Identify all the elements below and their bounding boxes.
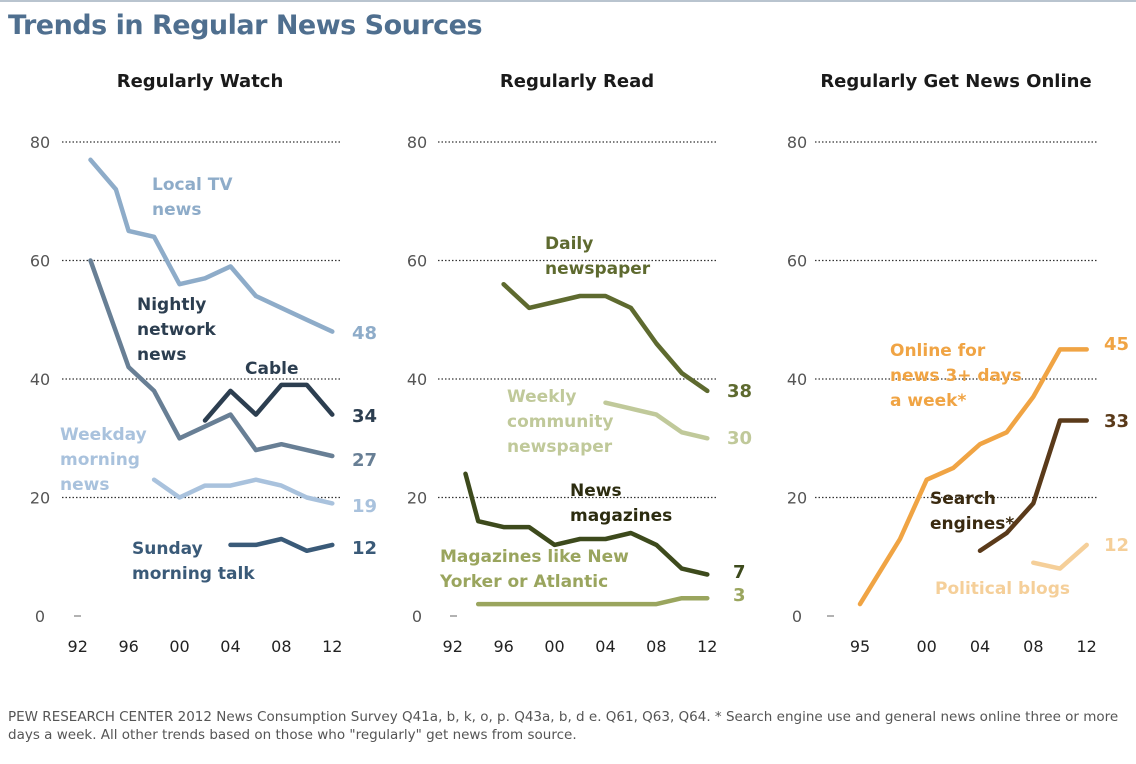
panel-title-watch: Regularly Watch	[116, 71, 284, 92]
series-label-0-3-1: morning	[60, 450, 140, 470]
panel-title-online: Regularly Get News Online	[820, 71, 1092, 92]
top-rule	[0, 0, 1136, 2]
series-label-1-1-0: Weekly	[507, 387, 576, 407]
end-label-0-3: 19	[352, 496, 377, 517]
end-label-2-2: 12	[1104, 535, 1129, 556]
series-line-0-1	[88, 258, 335, 459]
end-label-1-0: 38	[727, 381, 752, 402]
y-tick-label-1-4: 80	[407, 133, 427, 152]
series-label-1-2-0: News	[570, 481, 622, 501]
series-label-1-0-0: Daily	[545, 234, 593, 254]
y-tick-label-0-4: 80	[30, 133, 50, 152]
series-label-0-3-0: Weekday	[60, 425, 147, 445]
series-label-0-4-0: Sunday	[132, 539, 203, 559]
x-tick-label-2-4: 12	[1076, 637, 1096, 656]
end-label-1-2: 7	[733, 562, 746, 583]
series-label-1-1-2: newspaper	[507, 437, 613, 457]
end-label-2-0: 45	[1104, 334, 1129, 355]
x-tick-label-1-3: 04	[595, 637, 615, 656]
y-tick-label-2-3: 60	[787, 252, 807, 271]
x-tick-label-1-2: 00	[544, 637, 564, 656]
x-tick-label-1-5: 12	[697, 637, 717, 656]
x-tick-label-1-1: 96	[493, 637, 513, 656]
y-tick-label-2-0: 0	[792, 607, 802, 626]
series-line-0-4	[228, 536, 335, 554]
series-label-0-0-1: news	[152, 200, 201, 220]
end-label-0-1: 27	[352, 450, 377, 471]
series-label-0-4-1: morning talk	[132, 564, 255, 584]
x-tick-label-2-3: 08	[1023, 637, 1043, 656]
series-label-0-1-1: network	[137, 320, 217, 340]
series-label-2-0-0: Online for	[890, 341, 986, 361]
series-label-0-1-2: news	[137, 345, 186, 365]
y-tick-label-1-0: 0	[412, 607, 422, 626]
x-tick-label-0-4: 08	[271, 637, 291, 656]
series-label-1-0-1: newspaper	[545, 259, 651, 279]
series-label-0-0-0: Local TV	[152, 175, 233, 195]
x-tick-label-0-1: 96	[118, 637, 138, 656]
end-label-2-1: 33	[1104, 411, 1129, 432]
series-label-1-3-0: Magazines like New	[440, 547, 629, 567]
series-label-2-0-2: a week*	[890, 391, 966, 411]
end-label-0-0: 48	[352, 323, 377, 344]
y-tick-label-2-2: 40	[787, 370, 807, 389]
y-tick-label-1-1: 20	[407, 489, 427, 508]
y-tick-label-0-1: 20	[30, 489, 50, 508]
series-label-1-2-1: magazines	[570, 506, 672, 526]
x-tick-label-0-0: 92	[68, 637, 88, 656]
series-line-2-1	[977, 418, 1089, 554]
end-label-0-2: 34	[352, 406, 377, 427]
y-tick-label-1-3: 60	[407, 252, 427, 271]
series-label-2-1-0: Search	[930, 489, 996, 509]
series-line-1-3	[475, 595, 710, 607]
series-line-1-2	[463, 471, 710, 577]
series-line-2-0	[857, 347, 1089, 607]
footnote: PEW RESEARCH CENTER 2012 News Consumptio…	[8, 709, 1119, 743]
series-label-2-1-1: engines*	[930, 514, 1014, 534]
y-tick-label-2-1: 20	[787, 489, 807, 508]
series-label-2-0-1: news 3+ days	[890, 366, 1022, 386]
x-tick-label-2-1: 00	[916, 637, 936, 656]
series-line-0-0	[88, 157, 335, 334]
series-label-1-1-1: community	[507, 412, 613, 432]
series-label-0-2-0: Cable	[245, 359, 298, 379]
x-tick-label-0-3: 04	[220, 637, 240, 656]
end-label-0-4: 12	[352, 538, 377, 559]
x-tick-label-1-4: 08	[646, 637, 666, 656]
end-label-1-3: 3	[733, 585, 746, 606]
end-label-1-1: 30	[727, 428, 752, 449]
y-tick-label-2-4: 80	[787, 133, 807, 152]
y-tick-label-0-3: 60	[30, 252, 50, 271]
x-tick-label-0-5: 12	[322, 637, 342, 656]
y-tick-label-0-0: 0	[35, 607, 45, 626]
series-line-0-3	[151, 477, 335, 506]
series-label-0-3-2: news	[60, 475, 109, 495]
series-line-0-2	[202, 382, 335, 423]
series-label-2-2-0: Political blogs	[935, 579, 1070, 599]
x-tick-label-0-2: 00	[169, 637, 189, 656]
series-label-1-3-1: Yorker or Atlantic	[439, 572, 608, 592]
series-line-2-2	[1031, 542, 1089, 571]
chart-title: Trends in Regular News Sources	[8, 10, 483, 41]
y-tick-label-0-2: 40	[30, 370, 50, 389]
panel-title-read: Regularly Read	[499, 71, 655, 92]
y-tick-label-1-2: 40	[407, 370, 427, 389]
x-tick-label-2-0: 95	[850, 637, 870, 656]
series-line-1-0	[501, 281, 710, 394]
series-label-0-1-0: Nightly	[137, 295, 206, 315]
x-tick-label-1-0: 92	[443, 637, 463, 656]
x-tick-label-2-2: 04	[970, 637, 990, 656]
series-line-1-1	[603, 400, 710, 441]
